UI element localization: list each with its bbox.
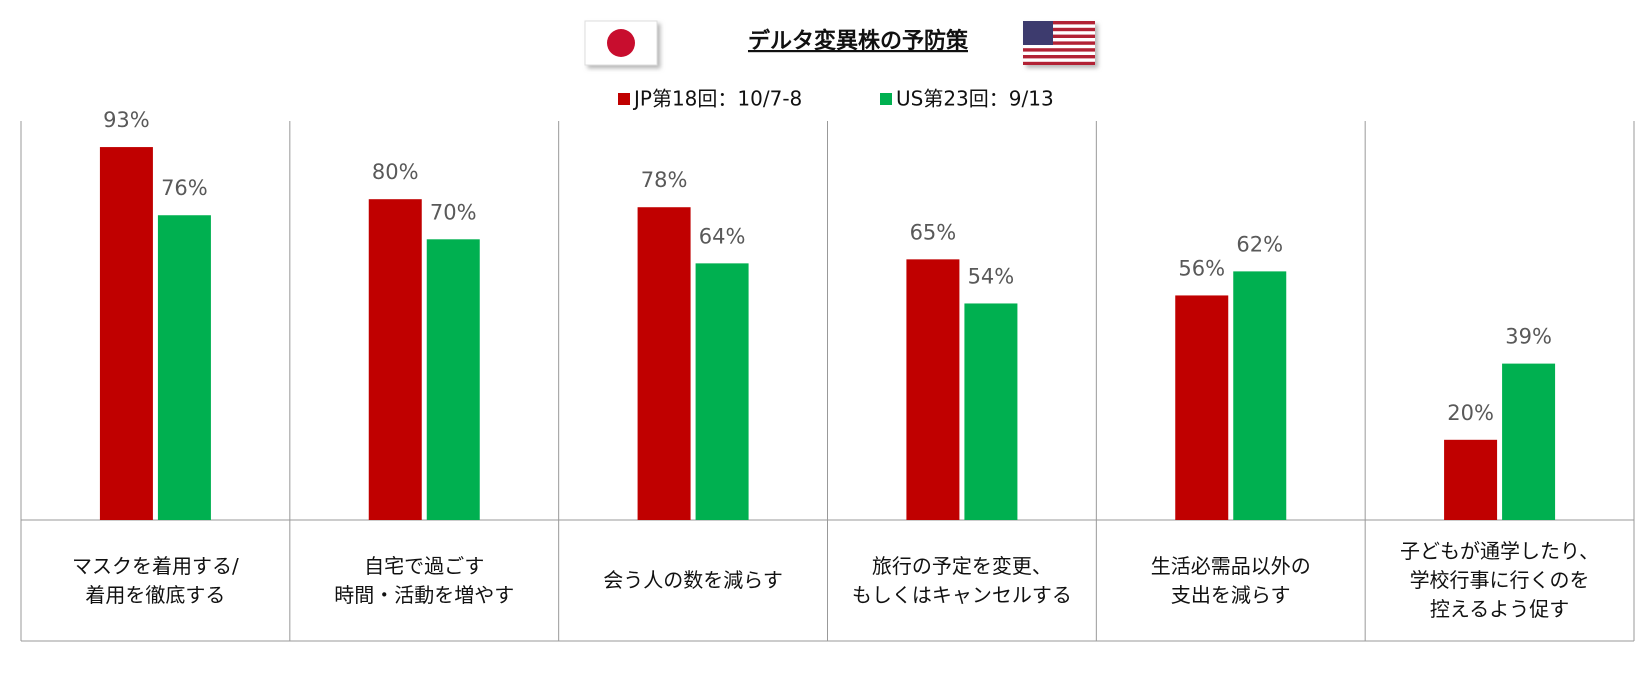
x-tick-label: 生活必需品以外の 支出を減らす	[1150, 553, 1311, 607]
bar	[157, 215, 211, 521]
us-flag	[1023, 21, 1095, 65]
bar	[637, 207, 691, 520]
value-label: 93%	[103, 108, 150, 132]
value-label: 76%	[161, 176, 208, 200]
value-label: 20%	[1447, 401, 1494, 425]
x-tick-label: マスクを着用する/ 着用を徹底する	[72, 553, 239, 607]
bar	[368, 199, 422, 520]
bar	[1502, 363, 1556, 520]
value-label: 70%	[430, 200, 477, 224]
value-label: 54%	[968, 264, 1015, 288]
bar	[1233, 271, 1287, 520]
legend-swatch	[880, 93, 892, 105]
value-label: 78%	[641, 168, 688, 192]
legend-label: JP第18回：10/7-8	[632, 87, 802, 111]
legend-swatch	[618, 93, 630, 105]
bar	[99, 147, 153, 520]
value-label: 64%	[699, 224, 746, 248]
value-label: 65%	[910, 220, 957, 244]
x-tick-label: 子どもが通学したり、 学校行事に行くのを 控えるよう促す	[1399, 539, 1600, 621]
jp-flag	[584, 20, 658, 66]
x-tick-label: 自宅で過ごす 時間・活動を増やす	[334, 553, 515, 607]
value-label: 62%	[1236, 232, 1283, 256]
x-tick-label: 旅行の予定を変更、 もしくはキャンセルする	[851, 553, 1072, 607]
legend-label: US第23回：9/13	[896, 87, 1054, 111]
chart-title: デルタ変異株の予防策	[748, 28, 969, 54]
value-label: 56%	[1178, 256, 1225, 280]
bar	[1175, 295, 1229, 520]
x-tick-label: 会う人の数を減らす	[603, 568, 783, 592]
value-label: 80%	[372, 160, 419, 184]
bar	[695, 263, 749, 520]
bar	[906, 259, 960, 520]
value-label: 39%	[1505, 325, 1552, 349]
bar	[426, 239, 480, 521]
bar	[964, 303, 1018, 520]
bar	[1444, 439, 1498, 520]
